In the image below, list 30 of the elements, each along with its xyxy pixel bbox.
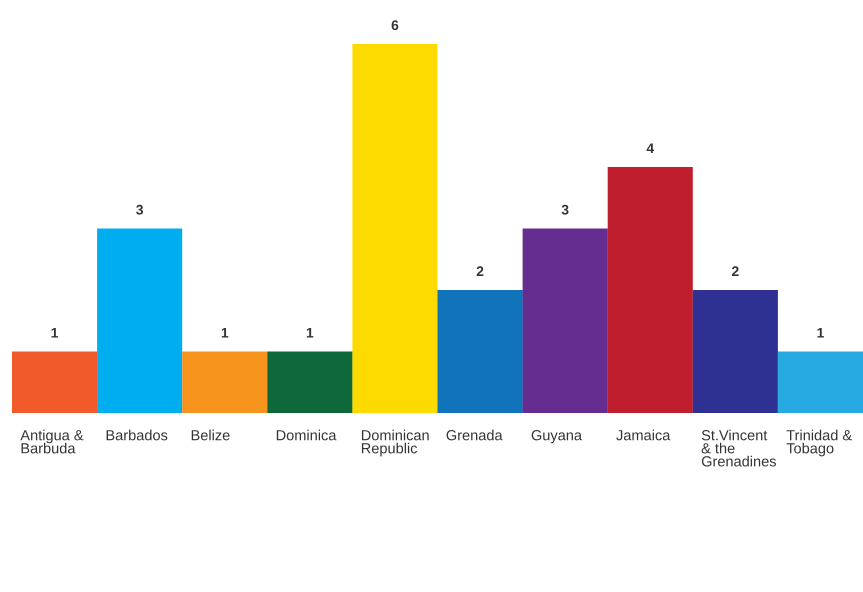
data-label: 1 [817, 328, 824, 338]
data-label: 1 [306, 328, 314, 338]
bar [12, 352, 98, 413]
bar [608, 166, 693, 413]
bar [182, 352, 268, 413]
data-label: 2 [476, 266, 484, 276]
x-tick-label: Barbados [106, 430, 168, 440]
bar [352, 44, 438, 413]
bar [522, 228, 608, 413]
x-tick-label: Antigua & Barbuda [20, 430, 84, 454]
x-tick-label: Trinidad & Tobago [786, 430, 852, 456]
bar [267, 352, 352, 413]
bar [778, 352, 863, 413]
x-tick-label: Dominican Republic [362, 430, 429, 456]
bar [692, 290, 778, 413]
bar [97, 228, 182, 413]
data-label: 1 [52, 328, 58, 338]
x-tick-label: Grenada [446, 430, 503, 440]
data-label: 2 [732, 266, 739, 276]
data-label: 1 [222, 328, 228, 338]
data-label: 6 [392, 20, 398, 30]
data-label: 3 [562, 204, 569, 215]
x-tick-label: Dominica [276, 430, 336, 440]
x-tick-label: St.Vincent & the Grenadines [702, 430, 776, 467]
data-label: 3 [136, 204, 144, 215]
bar [438, 290, 523, 413]
x-tick-label: Jamaica [616, 430, 670, 440]
x-tick-label: Belize [192, 430, 230, 440]
x-tick-label: Guyana [532, 430, 582, 444]
data-label: 4 [646, 143, 654, 153]
